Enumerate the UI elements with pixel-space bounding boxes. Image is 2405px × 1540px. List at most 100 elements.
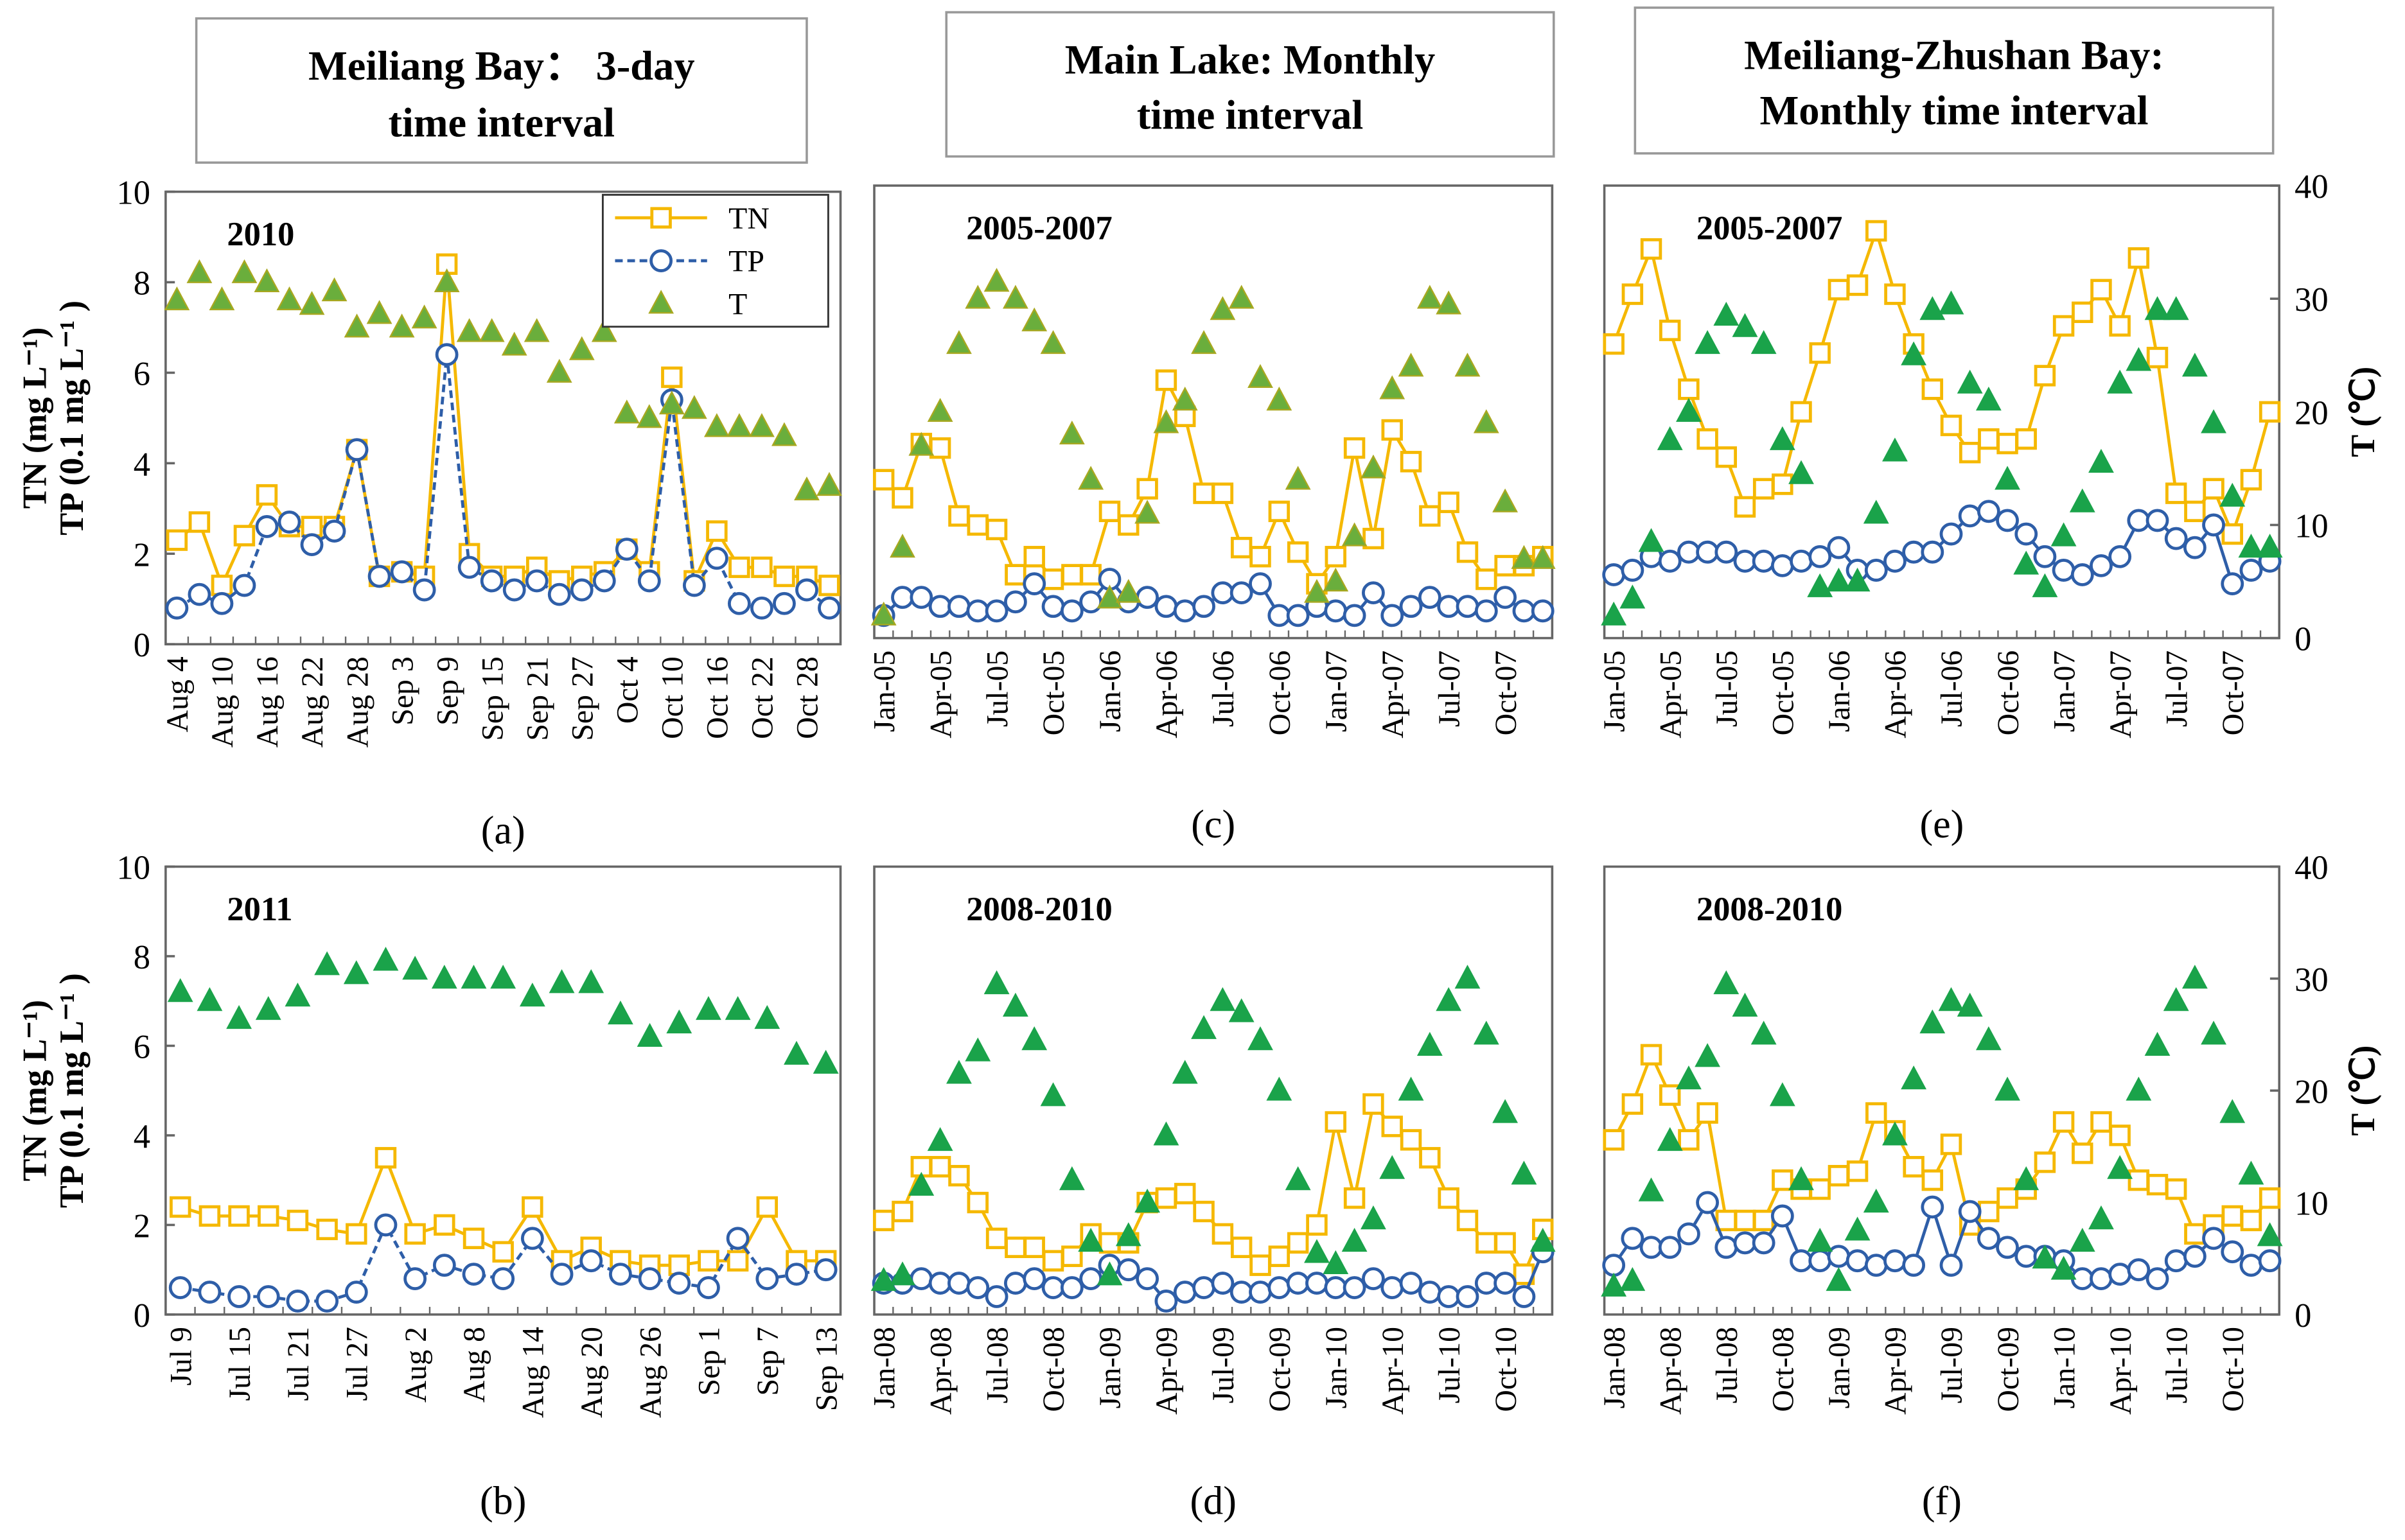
tn-marker <box>1772 1169 1793 1191</box>
caption: (b) <box>480 1479 526 1523</box>
tn-marker <box>233 525 256 547</box>
x-tick-label: Sep 15 <box>475 656 509 740</box>
x-tick-label: Jan-07 <box>2047 651 2081 732</box>
tp-marker <box>2014 522 2038 546</box>
t-marker <box>636 404 662 428</box>
y2-tick-label: 40 <box>2295 850 2329 887</box>
tp-marker <box>1790 549 1813 573</box>
tn-marker <box>1249 1254 1271 1276</box>
t-marker <box>1097 1261 1123 1286</box>
t-marker <box>434 268 460 292</box>
y-tick-label: 8 <box>134 939 150 976</box>
tp-marker <box>2014 1245 2038 1268</box>
t-marker <box>816 471 842 496</box>
tn-marker <box>1659 319 1681 342</box>
t-marker <box>1619 1266 1646 1291</box>
tp-marker <box>1512 599 1536 623</box>
tp-marker <box>1977 1227 2000 1250</box>
y2-tick-label: 0 <box>2295 621 2311 658</box>
t-marker <box>1191 1015 1217 1039</box>
tn-marker <box>727 1250 749 1272</box>
tp-marker <box>1267 1276 1291 1299</box>
t-marker <box>164 286 190 311</box>
tn-marker <box>463 1227 485 1250</box>
t-marker <box>1732 313 1758 337</box>
x-tick-label: Sep 21 <box>520 656 554 740</box>
tn-marker <box>1211 482 1234 504</box>
tp-marker <box>165 596 189 620</box>
t-marker <box>1341 522 1368 547</box>
tn-marker <box>1940 414 1962 437</box>
tn-marker <box>1996 432 2018 455</box>
x-tick-label: Sep 27 <box>565 656 599 740</box>
tn-marker <box>2165 1178 2187 1200</box>
y2-tick-label: 10 <box>2295 1186 2329 1223</box>
x-tick-label: Apr-08 <box>924 1327 958 1415</box>
x-tick-label: Jan-08 <box>867 1327 901 1408</box>
tp-marker <box>1996 1236 2019 1259</box>
t-marker <box>1882 1121 1908 1146</box>
t-marker <box>1228 998 1255 1022</box>
title-box <box>195 17 808 164</box>
tn-marker <box>1023 546 1045 568</box>
t-marker <box>1995 1076 2020 1101</box>
t-marker <box>254 268 280 292</box>
t-marker <box>2126 347 2152 371</box>
t-marker <box>2126 1076 2152 1101</box>
tn-marker <box>170 1196 191 1218</box>
x-tick-label: Jul-08 <box>1710 1327 1744 1403</box>
tn-marker <box>1678 1129 1700 1151</box>
tp-marker <box>367 564 391 588</box>
tp-marker <box>227 1285 251 1308</box>
tn-marker <box>872 469 895 491</box>
tp-marker <box>1493 1272 1517 1295</box>
tn-marker <box>1621 1093 1644 1115</box>
x-tick-label: Jan-05 <box>867 651 901 732</box>
tn-marker <box>1362 527 1384 550</box>
x-tick-label: Oct-07 <box>2216 651 2250 736</box>
tp-marker <box>891 586 914 609</box>
tn-marker <box>166 529 188 551</box>
t-marker <box>1901 1065 1927 1090</box>
x-tick-label: Oct-09 <box>1991 1327 2025 1412</box>
tn-marker <box>756 1196 779 1218</box>
tn-marker <box>1456 541 1479 563</box>
t-marker <box>2069 488 2095 512</box>
t-marker <box>2181 353 2208 377</box>
tn-marker <box>1230 1236 1253 1259</box>
t-marker <box>1247 363 1273 388</box>
t-marker <box>1134 500 1161 524</box>
y2-axis-label: T (℃) <box>2345 367 2382 457</box>
tp-marker <box>910 1267 933 1291</box>
t-marker <box>1619 584 1646 609</box>
tn-marker <box>1042 1250 1064 1272</box>
y2-tick-label: 20 <box>2295 1073 2329 1110</box>
x-tick-label: Jul-08 <box>980 1327 1014 1403</box>
tn-marker <box>1846 274 1869 296</box>
tn-marker <box>492 1241 514 1263</box>
t-marker <box>461 965 487 989</box>
tn-marker <box>1061 564 1083 586</box>
tn-marker <box>1640 238 1662 260</box>
tp-marker <box>2183 536 2207 559</box>
t-marker <box>1769 1082 1795 1107</box>
t-marker <box>2257 534 2283 558</box>
t-marker <box>1769 426 1795 450</box>
t-marker <box>1975 387 2002 411</box>
t-marker <box>1059 420 1085 445</box>
tp-marker <box>1249 1281 1272 1304</box>
x-tick-label: Oct-08 <box>1037 1327 1071 1412</box>
x-tick-label: Jul-10 <box>2160 1327 2194 1403</box>
x-tick-label: Apr-05 <box>1653 651 1687 739</box>
tp-marker <box>1921 1195 1944 1219</box>
column-title: Meiliang Bay： 3-day <box>308 43 695 89</box>
tp-marker <box>403 1267 427 1291</box>
tn-marker <box>1494 555 1516 577</box>
tp-marker <box>1041 1276 1065 1299</box>
t-marker <box>1002 992 1028 1017</box>
x-tick-label: Apr-06 <box>1879 651 1913 739</box>
t-marker <box>186 259 213 283</box>
y2-tick-label: 30 <box>2295 281 2329 319</box>
t-marker <box>1788 460 1814 484</box>
